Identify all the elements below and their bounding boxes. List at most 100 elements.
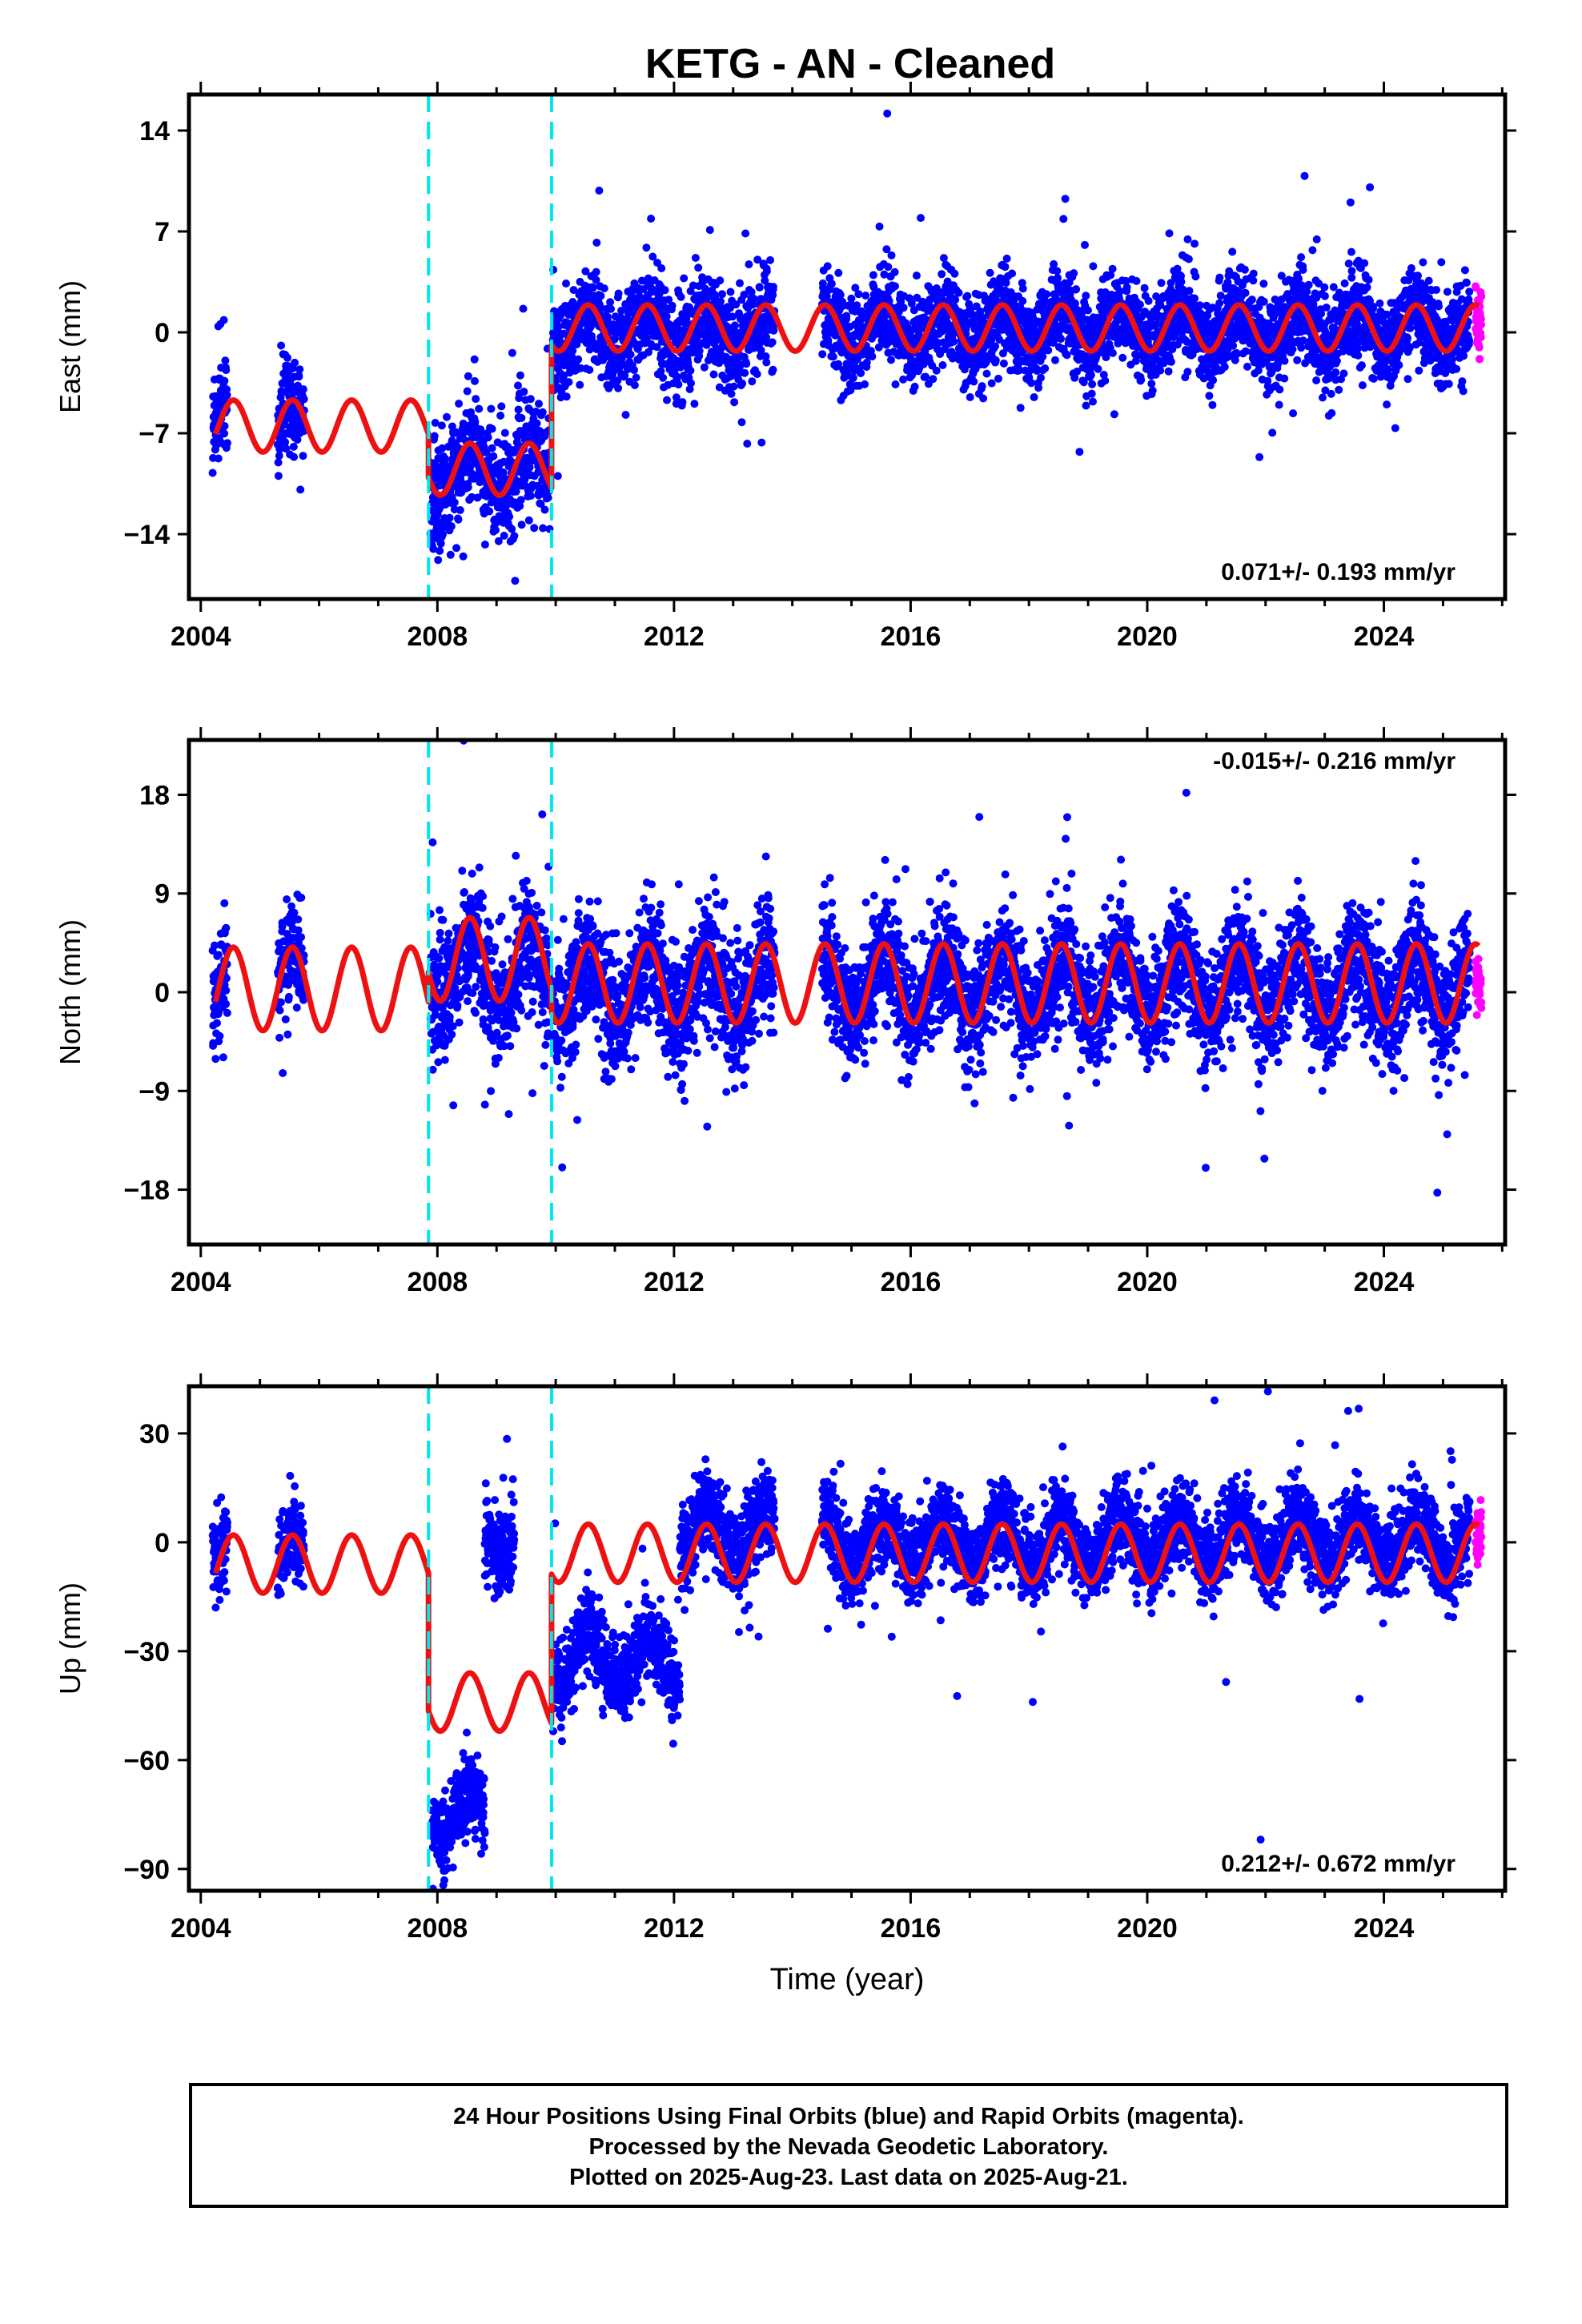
data-point-final	[635, 292, 644, 300]
data-point-final	[861, 380, 869, 388]
data-point-final	[834, 268, 843, 277]
data-point-final	[862, 358, 871, 367]
data-point-final	[1419, 258, 1427, 267]
data-point-final	[592, 267, 600, 276]
data-point-final	[1088, 380, 1097, 388]
data-point-final	[585, 365, 594, 374]
data-point-final	[963, 292, 972, 300]
data-point-final	[1312, 376, 1321, 384]
data-point-final	[1132, 276, 1141, 285]
data-point-final	[512, 487, 520, 496]
data-point-final	[954, 288, 963, 297]
data-point-final	[868, 352, 877, 361]
data-point-final	[1229, 341, 1238, 350]
data-point-final	[1375, 299, 1384, 308]
data-point-final	[716, 276, 725, 285]
data-point-final	[1360, 259, 1369, 267]
data-point-final	[1041, 364, 1050, 372]
data-point-final	[274, 458, 283, 467]
data-point-final	[1144, 296, 1153, 305]
data-point-final	[516, 496, 525, 505]
data-point-final	[1157, 279, 1166, 287]
data-point-final	[1347, 247, 1355, 256]
data-point-final	[1016, 404, 1025, 412]
data-point-final	[488, 444, 496, 452]
data-point-final	[1297, 253, 1306, 262]
data-point-final	[1241, 288, 1250, 297]
data-point-final	[736, 279, 744, 287]
data-point-final	[291, 358, 299, 367]
data-point-final	[617, 307, 625, 315]
data-point-final	[836, 291, 845, 300]
data-point-final	[614, 384, 623, 392]
data-point-final	[1249, 276, 1258, 285]
data-point-final	[470, 355, 479, 364]
data-point-final	[283, 353, 291, 362]
data-point-final	[604, 312, 612, 321]
data-point-final	[1087, 389, 1096, 398]
data-point-final	[743, 440, 752, 448]
data-point-final	[890, 267, 899, 276]
data-point-final	[524, 516, 533, 525]
data-point-final	[1183, 368, 1192, 376]
data-point-final	[1403, 334, 1412, 343]
data-point-final	[539, 524, 548, 533]
data-point-final	[827, 279, 836, 288]
data-point-final	[429, 545, 438, 553]
data-point-final	[1053, 267, 1062, 275]
data-point-final	[431, 419, 440, 427]
data-point-final	[516, 501, 524, 510]
data-point-final	[595, 187, 604, 195]
data-point-final	[1347, 267, 1356, 275]
data-point-final	[854, 290, 863, 299]
data-point-final	[477, 428, 486, 437]
data-point-final	[1008, 269, 1017, 278]
data-point-final	[1327, 389, 1335, 398]
data-point-final	[526, 395, 535, 404]
data-point-final	[530, 524, 539, 533]
data-point-final	[1183, 235, 1192, 243]
data-point-final	[680, 274, 689, 283]
data-point-final	[766, 255, 774, 264]
data-point-final	[1308, 246, 1317, 255]
data-point-final	[494, 537, 503, 545]
data-point-final	[762, 358, 771, 367]
data-point-final	[1110, 410, 1118, 419]
data-point-final	[687, 379, 695, 388]
data-point-final	[1042, 290, 1051, 299]
data-point-final	[690, 400, 699, 408]
data-point-final	[1320, 283, 1329, 292]
data-point-final	[1215, 273, 1224, 282]
data-point-final	[437, 421, 446, 430]
data-point-final	[1205, 392, 1214, 400]
data-point-final	[219, 316, 228, 324]
data-point-final	[569, 286, 578, 295]
data-point-final	[1140, 283, 1149, 292]
data-point-final	[661, 286, 669, 295]
data-point-final	[452, 544, 461, 553]
data-point-final	[497, 402, 506, 411]
data-point-final	[1135, 300, 1144, 309]
data-point-final	[891, 282, 899, 291]
data-point-final	[686, 366, 695, 375]
data-point-final	[1094, 364, 1102, 373]
data-point-final	[517, 521, 526, 529]
data-point-final	[500, 531, 508, 540]
data-point-final	[222, 366, 231, 375]
data-point-final	[1275, 400, 1283, 409]
data-point-final	[663, 396, 671, 404]
data-point-final	[678, 398, 687, 407]
data-point-final	[614, 289, 623, 298]
data-point-final	[818, 350, 827, 359]
data-point-final	[1297, 344, 1306, 352]
data-point-final	[951, 296, 960, 304]
data-point-final	[929, 375, 938, 384]
data-point-final	[489, 452, 498, 460]
data-point-final	[564, 378, 573, 387]
data-point-final	[293, 436, 302, 444]
data-point-final	[441, 455, 450, 463]
data-point-final	[1335, 385, 1343, 394]
data-point-final	[480, 541, 489, 549]
data-point-final	[281, 438, 290, 447]
data-point-final	[1220, 363, 1229, 372]
